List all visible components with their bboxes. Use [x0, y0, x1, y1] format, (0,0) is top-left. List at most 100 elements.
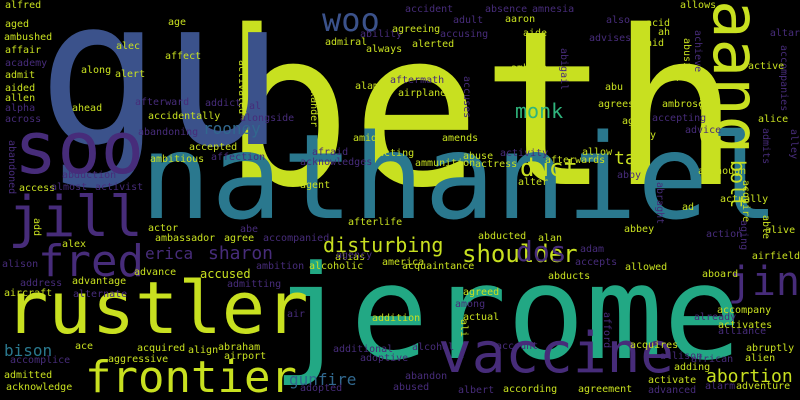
- word-abducts: abducts: [548, 271, 591, 282]
- word-activates: activates: [718, 320, 773, 331]
- word-absence: absence: [485, 4, 528, 15]
- word-academy: academy: [5, 58, 48, 69]
- word-agreed: agreed: [463, 287, 500, 298]
- word-agrees: agrees: [598, 99, 635, 110]
- word-alpha: alpha: [5, 103, 36, 114]
- word-accompanies: accompanies: [778, 45, 789, 112]
- word-agent: agent: [300, 180, 331, 191]
- word-account: account: [496, 341, 539, 352]
- word-allen: allen: [5, 93, 36, 104]
- word-acquires: acquires: [630, 340, 679, 351]
- word-alice: alice: [758, 114, 789, 125]
- word-abigail: abigail: [558, 48, 569, 91]
- word-adopted: adopted: [300, 383, 343, 394]
- word-achieve: achieve: [692, 30, 703, 73]
- word-america: america: [382, 257, 425, 268]
- word-alliance: alliance: [718, 326, 767, 337]
- word-vaccine: vaccine: [438, 321, 675, 386]
- word-albert: albert: [458, 385, 495, 396]
- word-agreeing: agreeing: [392, 24, 441, 35]
- word-abandoning: abandoning: [138, 127, 199, 138]
- word-age: age: [168, 17, 187, 28]
- word-abandon: abandon: [405, 371, 448, 382]
- word-acquaintance: acquaintance: [402, 261, 475, 272]
- word-affection: affection: [211, 152, 266, 163]
- word-abandoned: abandoned: [6, 140, 17, 195]
- word-adventure: adventure: [736, 381, 791, 392]
- word-altar: altar: [769, 28, 800, 39]
- word-addict: addict: [205, 98, 242, 109]
- word-ahead: ahead: [72, 103, 103, 114]
- word-acid: acid: [646, 18, 671, 29]
- word-address: address: [20, 278, 63, 289]
- word-afford: afford: [601, 312, 612, 349]
- word-allison: allison: [660, 351, 703, 362]
- word-alamein: alamein: [355, 81, 398, 92]
- word-accuses: accuses: [461, 76, 472, 119]
- word-afterward: afterward: [135, 97, 190, 108]
- word-among: among: [455, 299, 486, 310]
- word-active: active: [748, 61, 785, 72]
- word-afraid: afraid: [312, 147, 349, 158]
- word-disturbing: disturbing: [323, 233, 444, 257]
- word-admit: admit: [5, 70, 36, 81]
- word-aid: aid: [646, 38, 665, 49]
- word-airport: airport: [224, 351, 267, 362]
- word-aide: aide: [523, 28, 548, 39]
- word-bison: bison: [4, 341, 53, 360]
- word-advance: advance: [134, 267, 177, 278]
- word-acknowledges: acknowledges: [300, 157, 373, 168]
- word-always: always: [366, 44, 403, 55]
- word-duct: duct: [520, 154, 578, 182]
- word-amid: amid: [353, 133, 378, 144]
- word-aftermath: aftermath: [390, 75, 445, 86]
- word-activity: activity: [500, 148, 549, 159]
- word-ambrose: ambrose: [662, 99, 705, 110]
- word-abduction: abduction: [62, 170, 117, 181]
- word-airfield: airfield: [751, 251, 800, 262]
- word-alex: alex: [62, 239, 87, 250]
- word-alfred: alfred: [5, 0, 42, 11]
- word-ah: ah: [658, 27, 671, 38]
- word-jerome: jerome: [272, 237, 742, 389]
- word-alcoholic: alcoholic: [309, 261, 364, 272]
- word-shoulder: shoulder: [462, 240, 578, 268]
- word-abortion: abortion: [706, 366, 793, 387]
- word-ambassador: ambassador: [155, 233, 216, 244]
- word-air: air: [287, 309, 306, 320]
- word-adopt: adopt: [658, 71, 689, 82]
- word-jin: jin: [727, 259, 800, 305]
- word-abuse: abuse: [463, 151, 494, 162]
- word-adult: adult: [453, 15, 484, 26]
- word-nathaniel: nathaniel: [140, 108, 780, 246]
- word-abu: abu: [605, 82, 624, 93]
- word-abraght: abraght: [654, 182, 665, 225]
- word-admits: admits: [760, 128, 771, 165]
- word-across: across: [5, 114, 42, 125]
- word-alien: alien: [745, 353, 776, 364]
- word-advises: advises: [589, 33, 632, 44]
- word-actually: actually: [720, 194, 769, 205]
- word-almost: almost: [51, 182, 88, 193]
- word-ambition: ambition: [256, 261, 305, 272]
- word-admitted: admitted: [4, 370, 53, 381]
- word-also: also: [606, 15, 631, 26]
- word-erica: erica: [145, 244, 194, 263]
- word-along: along: [81, 65, 112, 76]
- word-agree: agree: [224, 233, 255, 244]
- word-sharon: sharon: [208, 243, 274, 264]
- word-accident: accident: [405, 4, 454, 15]
- word-according: according: [503, 384, 558, 395]
- word-alternate: alternate: [73, 289, 128, 300]
- word-aggressive: aggressive: [108, 354, 169, 365]
- word-abruptly: abruptly: [746, 343, 795, 354]
- word-aaron: aaron: [505, 14, 536, 25]
- word-addition: addition: [372, 313, 421, 324]
- word-accusing: accusing: [440, 29, 489, 40]
- word-acting: acting: [378, 148, 415, 159]
- word-activist: activist: [95, 182, 144, 193]
- word-accepted: accepted: [189, 142, 238, 153]
- word-aboard: aboard: [702, 269, 739, 280]
- word-abe: abe: [240, 224, 259, 235]
